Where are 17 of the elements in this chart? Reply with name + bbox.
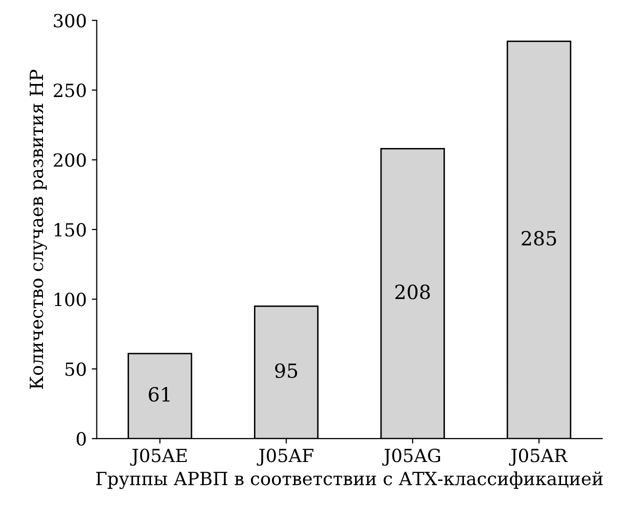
y-axis-title: Количество случаев развития НР	[30, 70, 47, 389]
data-label: 61	[148, 387, 170, 402]
y-tick-label: 0	[76, 432, 86, 446]
y-tick-label: 50	[66, 362, 86, 376]
y-tick-label: 300	[54, 14, 86, 28]
y-tick-label: 200	[54, 153, 86, 167]
x-tick-label: J05AE	[130, 448, 187, 466]
y-tick-label: 100	[54, 292, 86, 306]
x-tick-label: J05AG	[382, 448, 440, 466]
y-tick-label: 150	[54, 222, 86, 237]
x-tick-label: J05AR	[509, 448, 568, 466]
x-tick-label: J05AF	[256, 448, 314, 466]
y-tick-label: 250	[54, 84, 86, 98]
data-label: 95	[275, 363, 298, 378]
data-label: 208	[395, 284, 430, 300]
x-axis-title: Группы АРВП в соответствии с АТХ-классификацией	[96, 471, 603, 490]
data-label: 285	[522, 230, 556, 246]
